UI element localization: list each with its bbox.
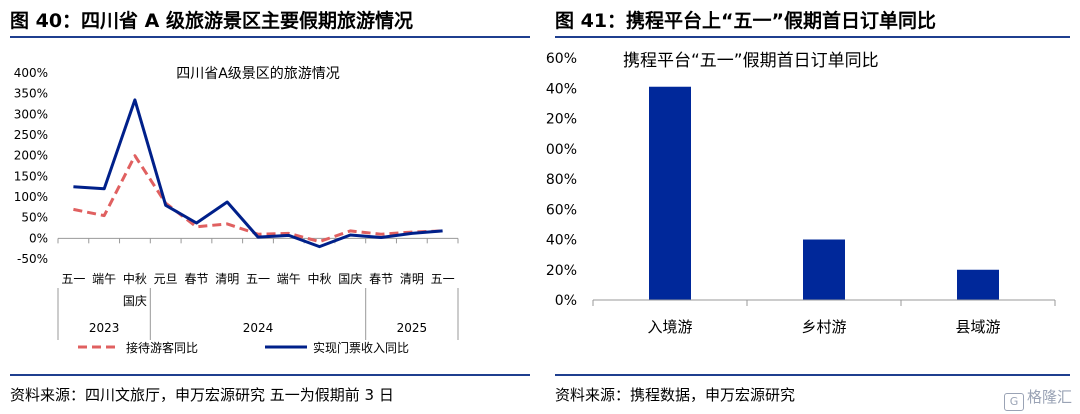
x-tick-label: 端午	[92, 272, 116, 286]
y-tick-label: 100%	[545, 142, 577, 158]
x-tick-label: 五一	[246, 272, 270, 286]
y-tick-label: 160%	[545, 51, 577, 67]
x-tick-label: 清明	[400, 272, 424, 286]
x-tick-label: 端午	[277, 272, 301, 286]
x-tick-label: 县域游	[955, 318, 1000, 336]
right-source-note: 资料来源：携程数据，申万宏源研究	[555, 386, 796, 404]
left-source-note: 资料来源：四川文旅厅，申万宏源研究 五一为假期前 3 日	[10, 386, 394, 404]
left-top-rule	[10, 36, 530, 38]
left-figure-title: 图 40：四川省 A 级旅游景区主要假期旅游情况	[10, 10, 413, 32]
y-tick-label: 140%	[545, 81, 577, 97]
y-tick-label: 100%	[14, 190, 48, 204]
x-tick-label: 清明	[215, 272, 239, 286]
right-top-rule	[555, 36, 1070, 38]
y-tick-label: 80%	[546, 172, 577, 188]
right-panel: 图 41：携程平台上“五一”假期首日订单同比 携程平台“五一”假期首日订单同比 …	[545, 0, 1080, 414]
y-tick-label: 60%	[546, 202, 577, 218]
x-tick-label: 元旦	[154, 272, 178, 286]
year-label: 2023	[89, 321, 120, 335]
right-bottom-rule	[555, 374, 1070, 376]
series-line-ticket-revenue	[73, 98, 443, 249]
y-tick-label: 120%	[545, 112, 577, 128]
line-chart: 四川省A级景区的旅游情况 400% 350% 300% 250% 200% 150% 100…	[14, 66, 459, 355]
bar	[803, 239, 845, 300]
x-tick-label: 国庆	[123, 294, 147, 308]
y-tick-label: 150%	[14, 169, 48, 183]
right-figure-title: 图 41：携程平台上“五一”假期首日订单同比	[555, 10, 937, 32]
gelonghui-logo-icon: G	[1003, 393, 1024, 411]
y-tick-label: 50%	[21, 211, 48, 225]
x-tick-label: 乡村游	[801, 318, 846, 336]
x-tick-label: 五一	[431, 272, 455, 286]
x-tick-label: 春节	[184, 272, 208, 286]
x-tick-label: 入境游	[647, 318, 692, 336]
y-tick-label: -50%	[17, 252, 48, 266]
left-panel: 图 40：四川省 A 级旅游景区主要假期旅游情况 四川省A级景区的旅游情况 40…	[0, 0, 530, 414]
x-tick-label: 春节	[369, 272, 393, 286]
year-label: 2024	[243, 321, 274, 335]
x-tick-label: 国庆	[338, 272, 362, 286]
watermark: G 格隆汇	[1003, 386, 1072, 411]
legend-ticket-revenue-label: 实现门票收入同比	[313, 340, 409, 355]
y-tick-label: 350%	[14, 87, 48, 101]
y-tick-label: 200%	[14, 149, 48, 163]
x-tick-label: 中秋	[308, 271, 332, 286]
left-bottom-rule	[10, 374, 530, 376]
line-chart-title: 四川省A级景区的旅游情况	[176, 66, 340, 82]
legend-visitors-label: 接待游客同比	[126, 340, 198, 355]
watermark-text: 格隆汇	[1026, 388, 1072, 406]
y-tick-label: 0%	[29, 231, 48, 245]
year-label: 2025	[397, 321, 428, 335]
series-line-visitors	[73, 154, 443, 244]
bar	[957, 269, 999, 300]
bar	[649, 86, 691, 300]
y-tick-label: 250%	[14, 128, 48, 142]
bar-chart: 携程平台“五一”假期首日订单同比 160% 140% 120% 100% 80% 60% 4…	[545, 51, 1056, 336]
y-tick-label: 0%	[555, 293, 577, 309]
y-tick-label: 20%	[546, 263, 577, 279]
x-tick-label: 五一	[61, 272, 85, 286]
y-tick-label: 400%	[14, 66, 48, 80]
y-tick-label: 40%	[546, 233, 577, 249]
y-tick-label: 300%	[14, 107, 48, 121]
x-tick-label: 中秋	[123, 271, 147, 286]
bar-chart-title: 携程平台“五一”假期首日订单同比	[623, 51, 879, 71]
